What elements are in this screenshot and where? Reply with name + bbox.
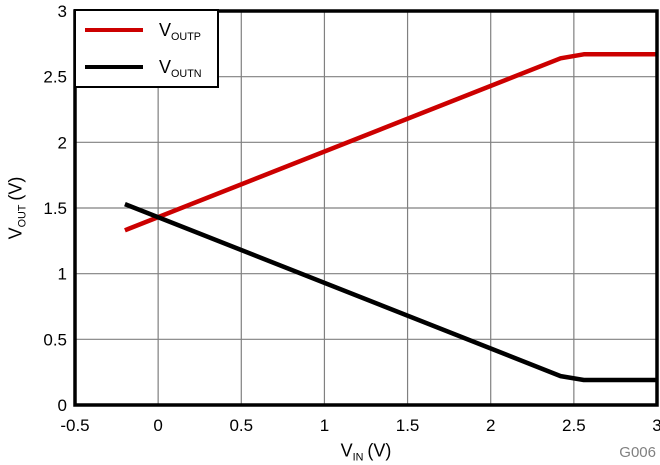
x-axis-title-sub: IN [352,451,364,464]
y-axis-title-unit: (V) [5,176,26,201]
y-axis-title-sub: OUT [16,204,29,228]
legend: VOUTP VOUTN [74,9,219,88]
x-tick-label: 1.5 [396,416,420,435]
series-VOUTN [124,202,657,383]
legend-label-voutn-sub: OUTN [171,67,202,80]
y-tick-label: 0.5 [43,330,67,349]
y-tick-label: 2 [58,133,67,152]
x-tick-label: 1 [320,416,329,435]
legend-label-voutn: VOUTN [159,56,202,80]
x-tick-label: -0.5 [60,416,89,435]
x-tick-label: 0 [153,416,162,435]
y-tick-label: 1 [58,265,67,284]
x-tick-label: 3 [652,416,660,435]
legend-label-voutp: VOUTP [159,20,201,42]
x-axis-title: VIN (V) [340,440,392,464]
legend-label-voutp-base: V [159,20,172,41]
legend-item-voutn: VOUTN [76,50,217,84]
x-tick-label: 2.5 [562,416,586,435]
series-VOUTP [124,52,657,233]
x-tick-label: 0.5 [229,416,253,435]
x-tick-label: 2 [486,416,495,435]
y-tick-label: 3 [58,2,67,21]
y-axis-title: VOUT (V) [5,176,29,240]
legend-swatch [85,28,143,33]
legend-label-voutp-sub: OUTP [171,31,202,44]
y-tick-label: 2.5 [43,68,67,87]
x-axis-title-unit: (V) [367,440,392,461]
y-tick-label: 0 [58,396,67,415]
x-axis-title-base: V [340,440,353,461]
legend-label-voutn-base: V [159,56,172,77]
y-tick-label: 1.5 [43,199,67,218]
plot-frame [73,9,659,407]
y-axis-title-base: V [5,227,26,240]
legend-swatch [85,64,143,69]
chart-id-label: G006 [619,444,656,461]
legend-item-voutp: VOUTP [76,13,217,47]
